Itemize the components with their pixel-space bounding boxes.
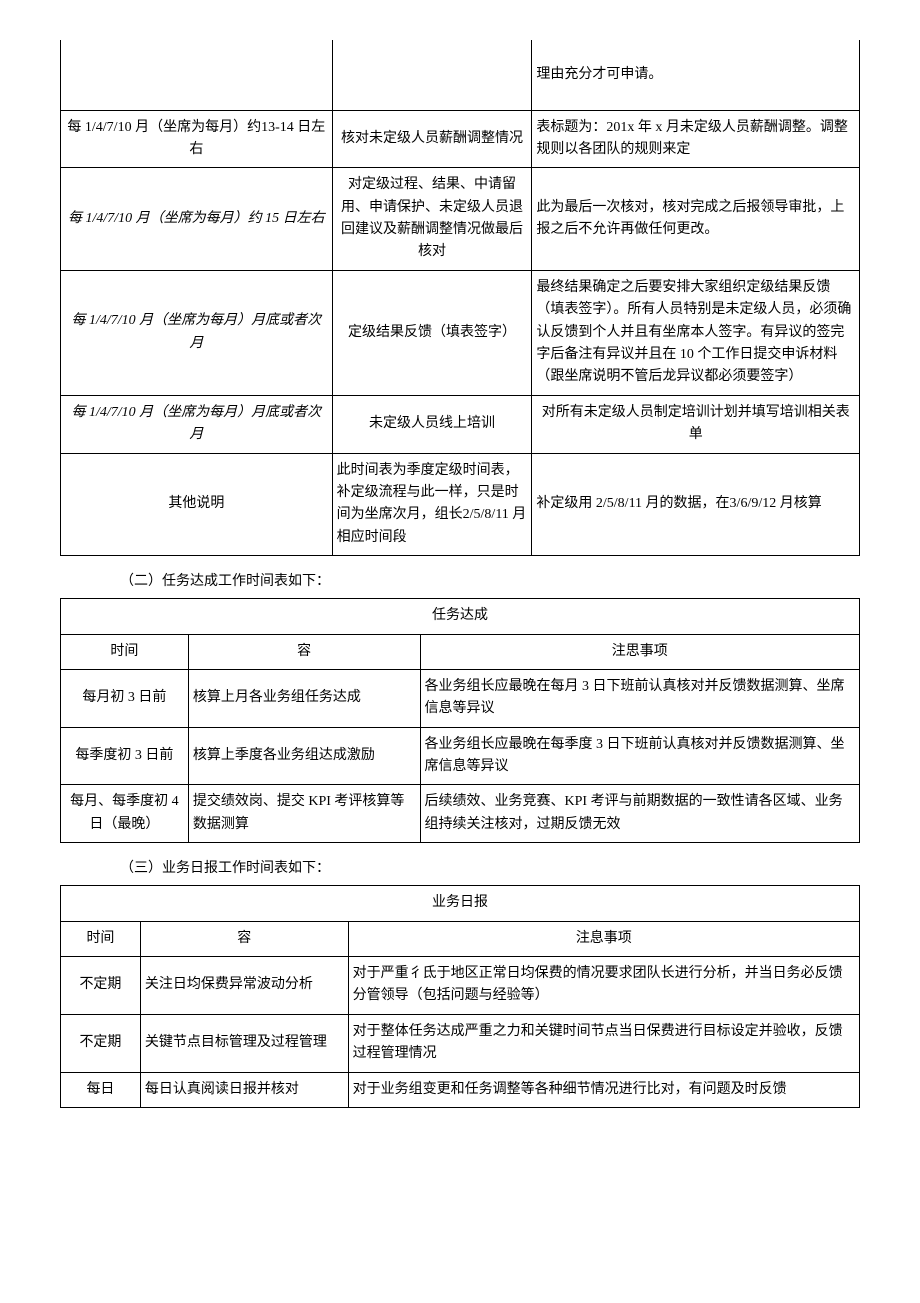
table-grading-schedule: 理由充分才可申请。 每 1/4/7/10 月（坐席为每月）约13-14 日左右 …	[60, 40, 860, 556]
cell: 每 1/4/7/10 月（坐席为每月）月底或者次月	[61, 270, 333, 395]
table-header: 容	[140, 921, 348, 956]
table-title: 任务达成	[61, 599, 860, 634]
cell: 核算上月各业务组任务达成	[188, 669, 420, 727]
cell: 表标题为：201x 年 x 月未定级人员薪酬调整。调整规则以各团队的规则来定	[532, 110, 860, 168]
cell: 各业务组长应最晚在每月 3 日下班前认真核对并反馈数据测算、坐席信息等异议	[420, 669, 859, 727]
cell: 其他说明	[61, 453, 333, 556]
cell: 核算上季度各业务组达成激励	[188, 727, 420, 785]
table-header-row: 时间 容 注思事项	[61, 634, 860, 669]
table-header: 时间	[61, 921, 141, 956]
cell: 每季度初 3 日前	[61, 727, 189, 785]
table-row: 每月初 3 日前 核算上月各业务组任务达成 各业务组长应最晚在每月 3 日下班前…	[61, 669, 860, 727]
cell: 不定期	[61, 1014, 141, 1072]
table-row: 每季度初 3 日前 核算上季度各业务组达成激励 各业务组长应最晚在每季度 3 日…	[61, 727, 860, 785]
table-title-row: 任务达成	[61, 599, 860, 634]
cell: 每月初 3 日前	[61, 669, 189, 727]
cell: 对定级过程、结果、中请留用、申请保护、未定级人员退回建议及薪酬调整情况做最后 核…	[332, 168, 532, 271]
cell: 提交绩效岗、提交 KPI 考评核算等数据测算	[188, 785, 420, 843]
table-header: 容	[188, 634, 420, 669]
section-heading-3: （三）业务日报工作时间表如下：	[120, 857, 860, 877]
cell: 每 1/4/7/10 月（坐席为每月）约 15 日左右	[61, 168, 333, 271]
cell: 未定级人员线上培训	[332, 395, 532, 453]
table-daily-report: 业务日报 时间 容 注息事项 不定期 关注日均保费异常波动分析 对于严重彳氐于地…	[60, 885, 860, 1108]
cell: 每日认真阅读日报并核对	[140, 1072, 348, 1107]
table-header: 注思事项	[420, 634, 859, 669]
table-row: 理由充分才可申请。	[61, 40, 860, 110]
table-row: 每 1/4/7/10 月（坐席为每月）约13-14 日左右 核对未定级人员薪酬调…	[61, 110, 860, 168]
cell: 最终结果确定之后要安排大家组织定级结果反馈（填表签字）。所有人员特别是未定级人员…	[532, 270, 860, 395]
cell: 定级结果反馈（填表签字）	[332, 270, 532, 395]
cell: 每 1/4/7/10 月（坐席为每月）约13-14 日左右	[61, 110, 333, 168]
table-row: 其他说明 此时间表为季度定级时间表，补定级流程与此一样，只是时间为坐席次月，组长…	[61, 453, 860, 556]
section-heading-2: （二）任务达成工作时间表如下：	[120, 570, 860, 590]
table-row: 每月、每季度初 4日（最晚） 提交绩效岗、提交 KPI 考评核算等数据测算 后续…	[61, 785, 860, 843]
table-task-achievement: 任务达成 时间 容 注思事项 每月初 3 日前 核算上月各业务组任务达成 各业务…	[60, 598, 860, 843]
cell	[332, 40, 532, 110]
cell: 补定级用 2/5/8/11 月的数据，在3/6/9/12 月核算	[532, 453, 860, 556]
table-row: 不定期 关注日均保费异常波动分析 对于严重彳氐于地区正常日均保费的情况要求团队长…	[61, 957, 860, 1015]
table-header: 时间	[61, 634, 189, 669]
cell: 每月、每季度初 4日（最晚）	[61, 785, 189, 843]
cell: 后续绩效、业务竞赛、KPI 考评与前期数据的一致性请各区域、业务组持续关注核对，…	[420, 785, 859, 843]
cell: 关键节点目标管理及过程管理	[140, 1014, 348, 1072]
table-title-row: 业务日报	[61, 886, 860, 921]
cell: 理由充分才可申请。	[532, 40, 860, 110]
cell: 每日	[61, 1072, 141, 1107]
table-row: 不定期 关键节点目标管理及过程管理 对于整体任务达成严重之力和关键时间节点当日保…	[61, 1014, 860, 1072]
cell: 此为最后一次核对，核对完成之后报领导审批，上报之后不允许再做任何更改。	[532, 168, 860, 271]
table-header-row: 时间 容 注息事项	[61, 921, 860, 956]
table-row: 每日 每日认真阅读日报并核对 对于业务组变更和任务调整等各种细节情况进行比对，有…	[61, 1072, 860, 1107]
table-row: 每 1/4/7/10 月（坐席为每月）月底或者次月 未定级人员线上培训 对所有未…	[61, 395, 860, 453]
cell: 对于整体任务达成严重之力和关键时间节点当日保费进行目标设定并验收，反馈过程管理情…	[348, 1014, 859, 1072]
cell	[61, 40, 333, 110]
table-row: 每 1/4/7/10 月（坐席为每月）约 15 日左右 对定级过程、结果、中请留…	[61, 168, 860, 271]
cell: 关注日均保费异常波动分析	[140, 957, 348, 1015]
cell: 对所有未定级人员制定培训计划并填写培训相关表单	[532, 395, 860, 453]
cell: 核对未定级人员薪酬调整情况	[332, 110, 532, 168]
table-title: 业务日报	[61, 886, 860, 921]
table-row: 每 1/4/7/10 月（坐席为每月）月底或者次月 定级结果反馈（填表签字） 最…	[61, 270, 860, 395]
cell: 各业务组长应最晚在每季度 3 日下班前认真核对并反馈数据测算、坐席信息等异议	[420, 727, 859, 785]
cell: 每 1/4/7/10 月（坐席为每月）月底或者次月	[61, 395, 333, 453]
cell: 对于业务组变更和任务调整等各种细节情况进行比对，有问题及时反馈	[348, 1072, 859, 1107]
cell: 对于严重彳氐于地区正常日均保费的情况要求团队长进行分析，并当日务必反馈分管领导（…	[348, 957, 859, 1015]
cell: 不定期	[61, 957, 141, 1015]
cell: 此时间表为季度定级时间表，补定级流程与此一样，只是时间为坐席次月，组长2/5/8…	[332, 453, 532, 556]
table-header: 注息事项	[348, 921, 859, 956]
